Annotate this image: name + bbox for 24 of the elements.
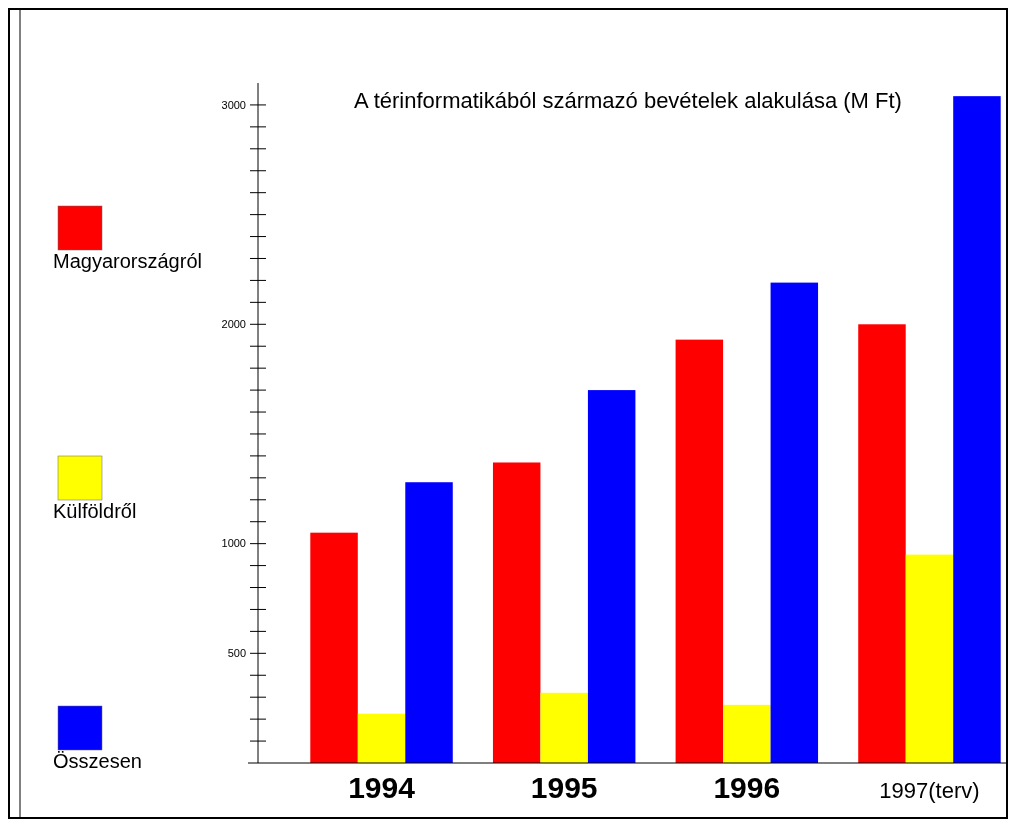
bar bbox=[675, 339, 724, 763]
bar bbox=[723, 704, 771, 763]
bar bbox=[858, 324, 906, 763]
bar bbox=[405, 482, 453, 763]
legend-label: Külföldről bbox=[53, 500, 137, 522]
bar bbox=[770, 282, 819, 763]
bar bbox=[357, 713, 406, 763]
x-tick-label: 1995 bbox=[530, 771, 598, 804]
y-tick-label: 1000 bbox=[221, 537, 246, 550]
legend-label: Összesen bbox=[53, 750, 142, 772]
y-tick-label: 3000 bbox=[221, 98, 246, 111]
y-tick-label: 500 bbox=[227, 647, 246, 660]
bar bbox=[540, 692, 588, 763]
legend-label: Magyarországról bbox=[53, 250, 202, 272]
bar bbox=[587, 390, 636, 763]
x-tick-label: 1997(terv) bbox=[879, 778, 980, 803]
bar bbox=[905, 554, 954, 763]
chart-title: A térinformatikából származó bevételek alakulása (M Ft) bbox=[354, 88, 902, 113]
bar bbox=[310, 532, 358, 763]
bar bbox=[953, 96, 1001, 763]
bar bbox=[492, 462, 541, 763]
x-tick-label: 1996 bbox=[713, 771, 781, 804]
y-tick-label: 2000 bbox=[221, 318, 246, 331]
x-tick-label: 1994 bbox=[348, 771, 416, 804]
